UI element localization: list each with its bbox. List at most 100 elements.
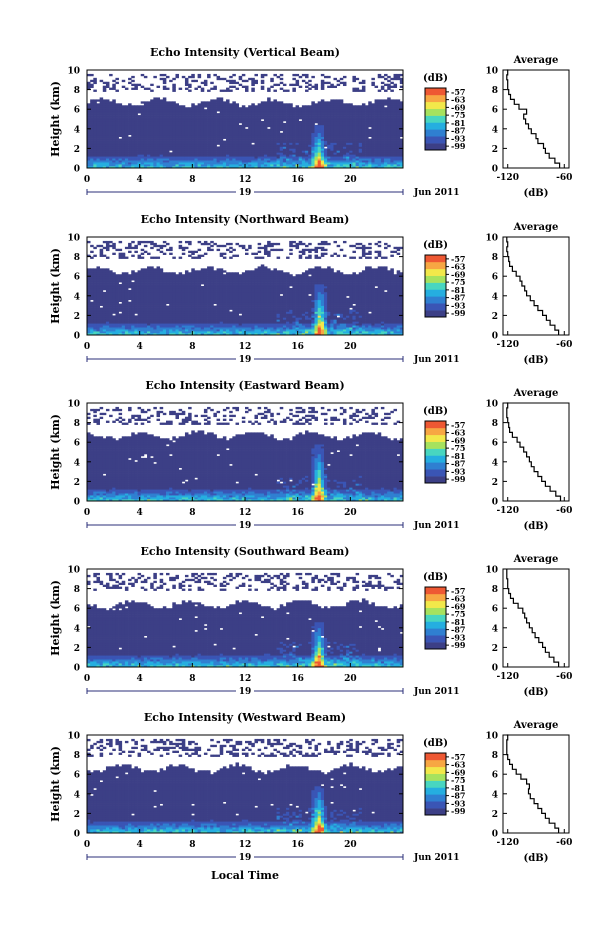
heatmap-cell xyxy=(342,130,347,134)
heatmap-cell xyxy=(295,126,300,130)
heatmap-cell xyxy=(286,111,290,114)
heatmap-cell xyxy=(254,124,258,128)
heatmap-cell xyxy=(216,75,221,79)
heatmap-cell xyxy=(121,297,126,301)
heatmap-cell xyxy=(336,140,341,143)
heatmap-cell xyxy=(365,150,369,153)
heatmap-cell xyxy=(314,115,319,118)
heatmap-cell xyxy=(380,122,385,126)
heatmap-cell xyxy=(279,105,284,108)
heatmap-cell xyxy=(260,120,265,124)
heatmap-cell xyxy=(380,142,385,145)
heatmap-cell xyxy=(216,99,221,102)
heatmap-cell xyxy=(263,146,268,149)
heatmap-cell xyxy=(384,132,388,136)
heatmap-cell xyxy=(156,270,161,273)
heatmap-cell xyxy=(352,162,356,165)
heatmap-cell xyxy=(131,87,135,90)
heatmap-cell xyxy=(339,103,344,106)
heatmap-cell xyxy=(387,103,391,106)
heatmap-cell xyxy=(311,122,315,126)
heatmap-cell xyxy=(99,107,104,110)
heatmap-cell xyxy=(374,115,379,118)
heatmap-cell xyxy=(87,309,91,312)
heatmap-cell xyxy=(292,152,296,155)
heatmap-cell xyxy=(140,240,145,244)
heatmap-cell xyxy=(112,119,116,122)
heatmap-cell xyxy=(131,166,135,169)
heatmap-cell xyxy=(162,124,167,128)
heatmap-cell xyxy=(128,317,132,320)
heatmap-cell xyxy=(355,154,360,157)
heatmap-cell xyxy=(311,105,315,108)
heatmap-cell xyxy=(93,311,97,314)
heatmap-cell xyxy=(137,138,142,141)
heatmap-cell xyxy=(292,142,296,145)
heatmap-cell xyxy=(96,266,100,269)
heatmap-cell xyxy=(289,109,293,112)
heatmap-cell xyxy=(153,331,157,334)
heatmap-cell xyxy=(112,303,116,306)
heatmap-cell xyxy=(371,81,375,85)
heatmap-cell xyxy=(109,109,113,112)
heatmap-cell xyxy=(384,148,388,151)
heatmap-cell xyxy=(305,81,309,85)
heatmap-cell xyxy=(191,138,195,141)
heatmap-cell xyxy=(301,119,306,122)
heatmap-cell xyxy=(248,160,252,163)
heatmap-cell xyxy=(308,162,312,165)
heatmap-cell xyxy=(317,146,322,149)
heatmap-cell xyxy=(159,101,164,104)
heatmap-cell xyxy=(96,124,100,128)
heatmap-cell xyxy=(380,113,385,116)
heatmap-cell xyxy=(213,73,217,77)
heatmap-cell xyxy=(368,132,372,136)
heatmap-cell xyxy=(324,140,328,143)
heatmap-cell xyxy=(156,136,161,139)
heatmap-cell xyxy=(393,144,398,147)
heatmap-cell xyxy=(143,138,148,141)
heatmap-cell xyxy=(374,107,379,110)
heatmap-cell xyxy=(361,146,366,149)
heatmap-cell xyxy=(330,166,334,169)
colorbar-tick-label: -81 xyxy=(451,118,465,128)
heatmap-cell xyxy=(112,323,116,326)
heatmap-cell xyxy=(254,130,258,134)
heatmap-cell xyxy=(210,107,214,110)
heatmap-cell xyxy=(90,124,94,128)
heatmap-cell xyxy=(162,325,167,328)
heatmap-cell xyxy=(87,115,91,118)
heatmap-cell xyxy=(361,81,366,85)
heatmap-cell xyxy=(301,126,306,130)
heatmap-cell xyxy=(396,142,401,145)
heatmap-cell xyxy=(229,120,233,124)
heatmap-cell xyxy=(235,132,240,136)
heatmap-cell xyxy=(147,291,151,295)
heatmap-cell xyxy=(393,77,398,81)
heatmap-cell xyxy=(305,162,309,165)
heatmap-cell xyxy=(181,162,186,165)
heatmap-cell xyxy=(346,150,350,153)
heatmap-cell xyxy=(99,140,104,143)
heatmap-cell xyxy=(184,166,189,169)
heatmap-cell xyxy=(222,128,227,132)
heatmap-cell xyxy=(134,327,138,330)
heatmap-cell xyxy=(128,140,132,143)
heatmap-cell xyxy=(150,327,154,330)
heatmap-cell xyxy=(270,160,274,163)
heatmap-cell xyxy=(301,158,306,161)
heatmap-cell xyxy=(96,303,100,306)
heatmap-cell xyxy=(124,124,129,128)
heatmap-cell xyxy=(90,103,94,106)
heatmap-cell xyxy=(93,254,97,257)
heatmap-cell xyxy=(273,120,277,124)
heatmap-cell xyxy=(346,162,350,165)
heatmap-cell xyxy=(314,162,319,165)
heatmap-cell xyxy=(115,274,119,277)
heatmap-cell xyxy=(124,333,129,336)
heatmap-cell xyxy=(90,293,94,297)
heatmap-cell xyxy=(330,105,334,108)
heatmap-cell xyxy=(399,158,404,161)
heatmap-cell xyxy=(115,152,119,155)
heatmap-cell xyxy=(222,111,227,114)
